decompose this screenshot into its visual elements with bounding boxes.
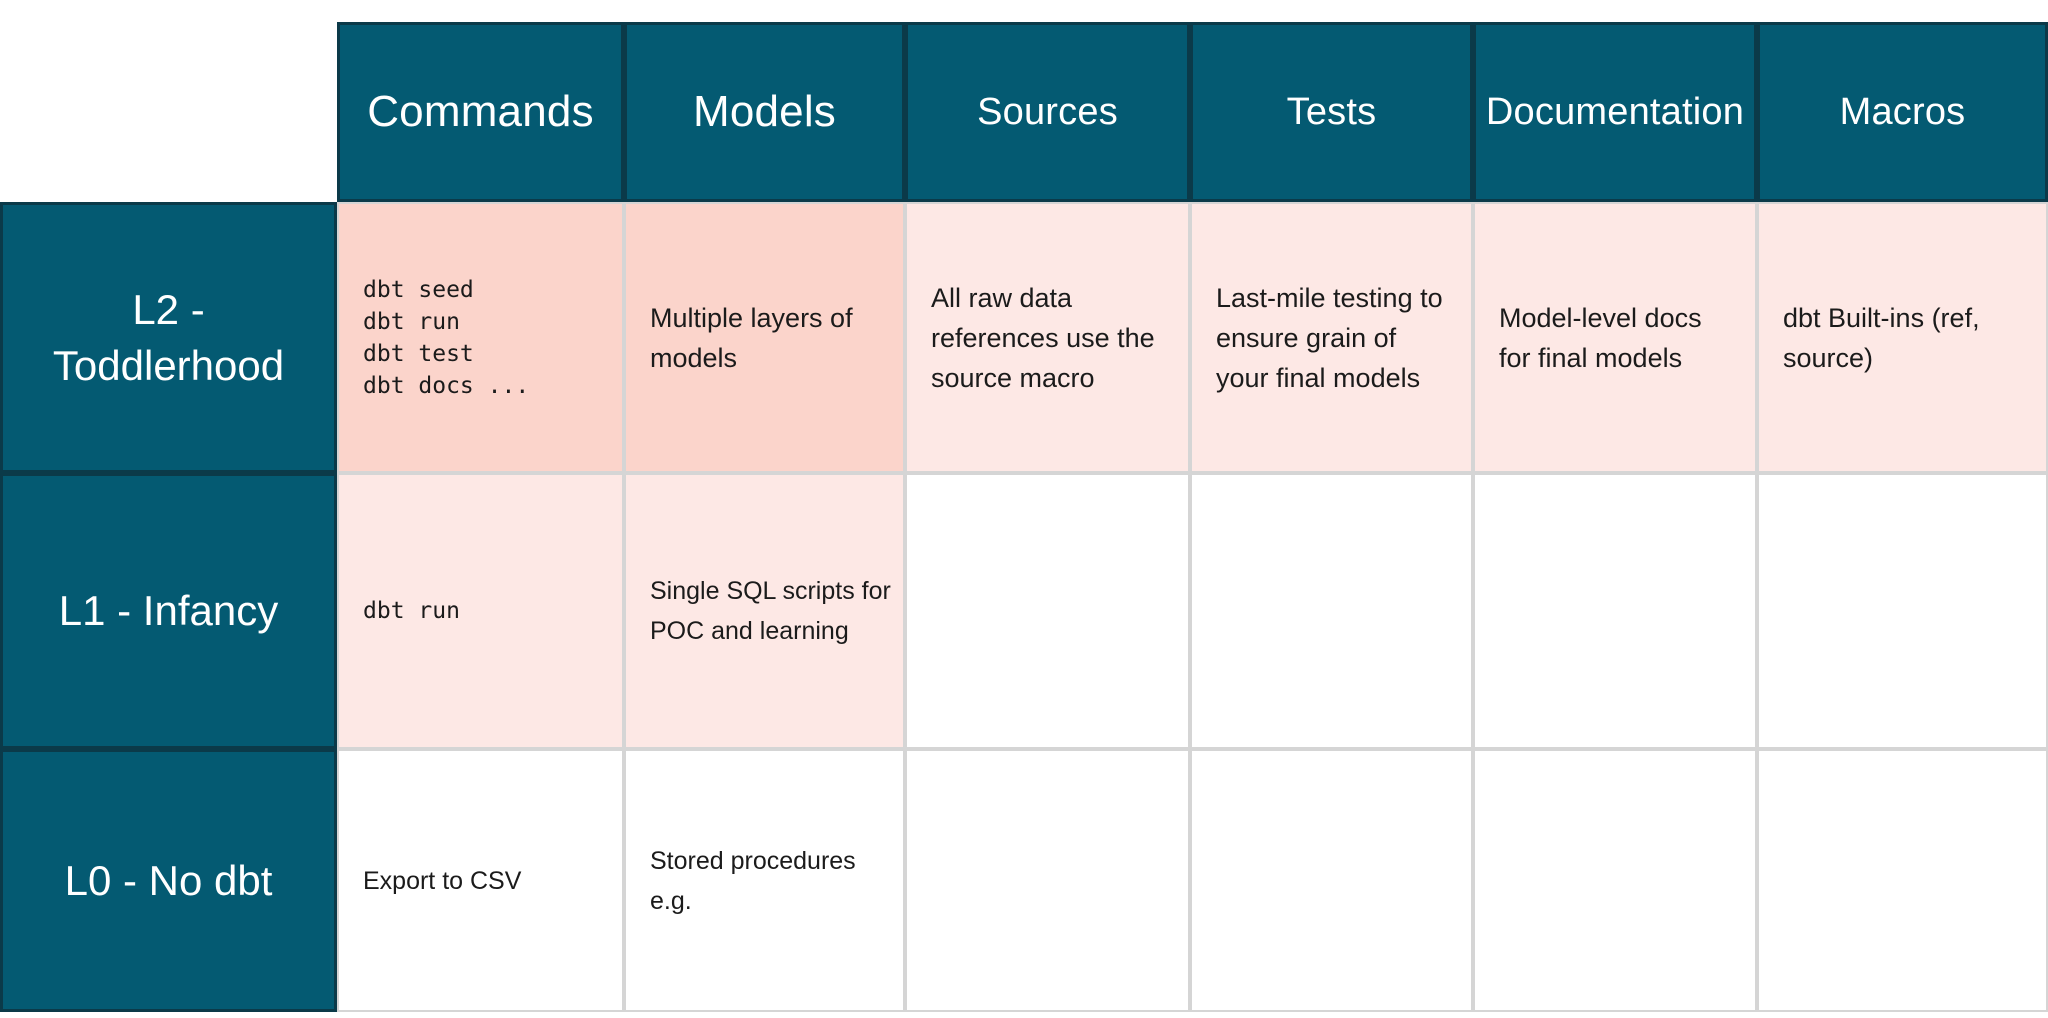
cell-l1-tests bbox=[1190, 473, 1473, 749]
cell-l2-models: Multiple layers of models bbox=[624, 202, 905, 473]
cell-l0-macros bbox=[1757, 749, 2048, 1012]
column-header-sources: Sources bbox=[905, 22, 1190, 202]
cell-l1-sources bbox=[905, 473, 1190, 749]
column-header-tests: Tests bbox=[1190, 22, 1473, 202]
cell-l2-documentation: Model-level docs for final models bbox=[1473, 202, 1757, 473]
row-header-l1-infancy: L1 - Infancy bbox=[0, 473, 337, 749]
table-corner-spacer bbox=[0, 22, 337, 202]
cell-l2-commands: dbt seed dbt run dbt test dbt docs ... bbox=[337, 202, 624, 473]
cell-l0-documentation bbox=[1473, 749, 1757, 1012]
cell-l1-documentation bbox=[1473, 473, 1757, 749]
column-header-commands: Commands bbox=[337, 22, 624, 202]
cell-l0-tests bbox=[1190, 749, 1473, 1012]
cell-l2-macros: dbt Built-ins (ref, source) bbox=[1757, 202, 2048, 473]
cell-l0-sources bbox=[905, 749, 1190, 1012]
cell-l1-commands: dbt run bbox=[337, 473, 624, 749]
column-header-macros: Macros bbox=[1757, 22, 2048, 202]
row-header-l2-toddlerhood: L2 - Toddlerhood bbox=[0, 202, 337, 473]
column-header-documentation: Documentation bbox=[1473, 22, 1757, 202]
row-header-l0-no-dbt: L0 - No dbt bbox=[0, 749, 337, 1012]
column-header-models: Models bbox=[624, 22, 905, 202]
cell-l0-models: Stored procedures e.g. bbox=[624, 749, 905, 1012]
cell-l2-sources: All raw data references use the source m… bbox=[905, 202, 1190, 473]
cell-l2-tests: Last-mile testing to ensure grain of you… bbox=[1190, 202, 1473, 473]
cell-l1-macros bbox=[1757, 473, 2048, 749]
cell-l1-models: Single SQL scripts for POC and learning bbox=[624, 473, 905, 749]
maturity-table: Commands Models Sources Tests Documentat… bbox=[0, 22, 2048, 1012]
cell-l0-commands: Export to CSV bbox=[337, 749, 624, 1012]
